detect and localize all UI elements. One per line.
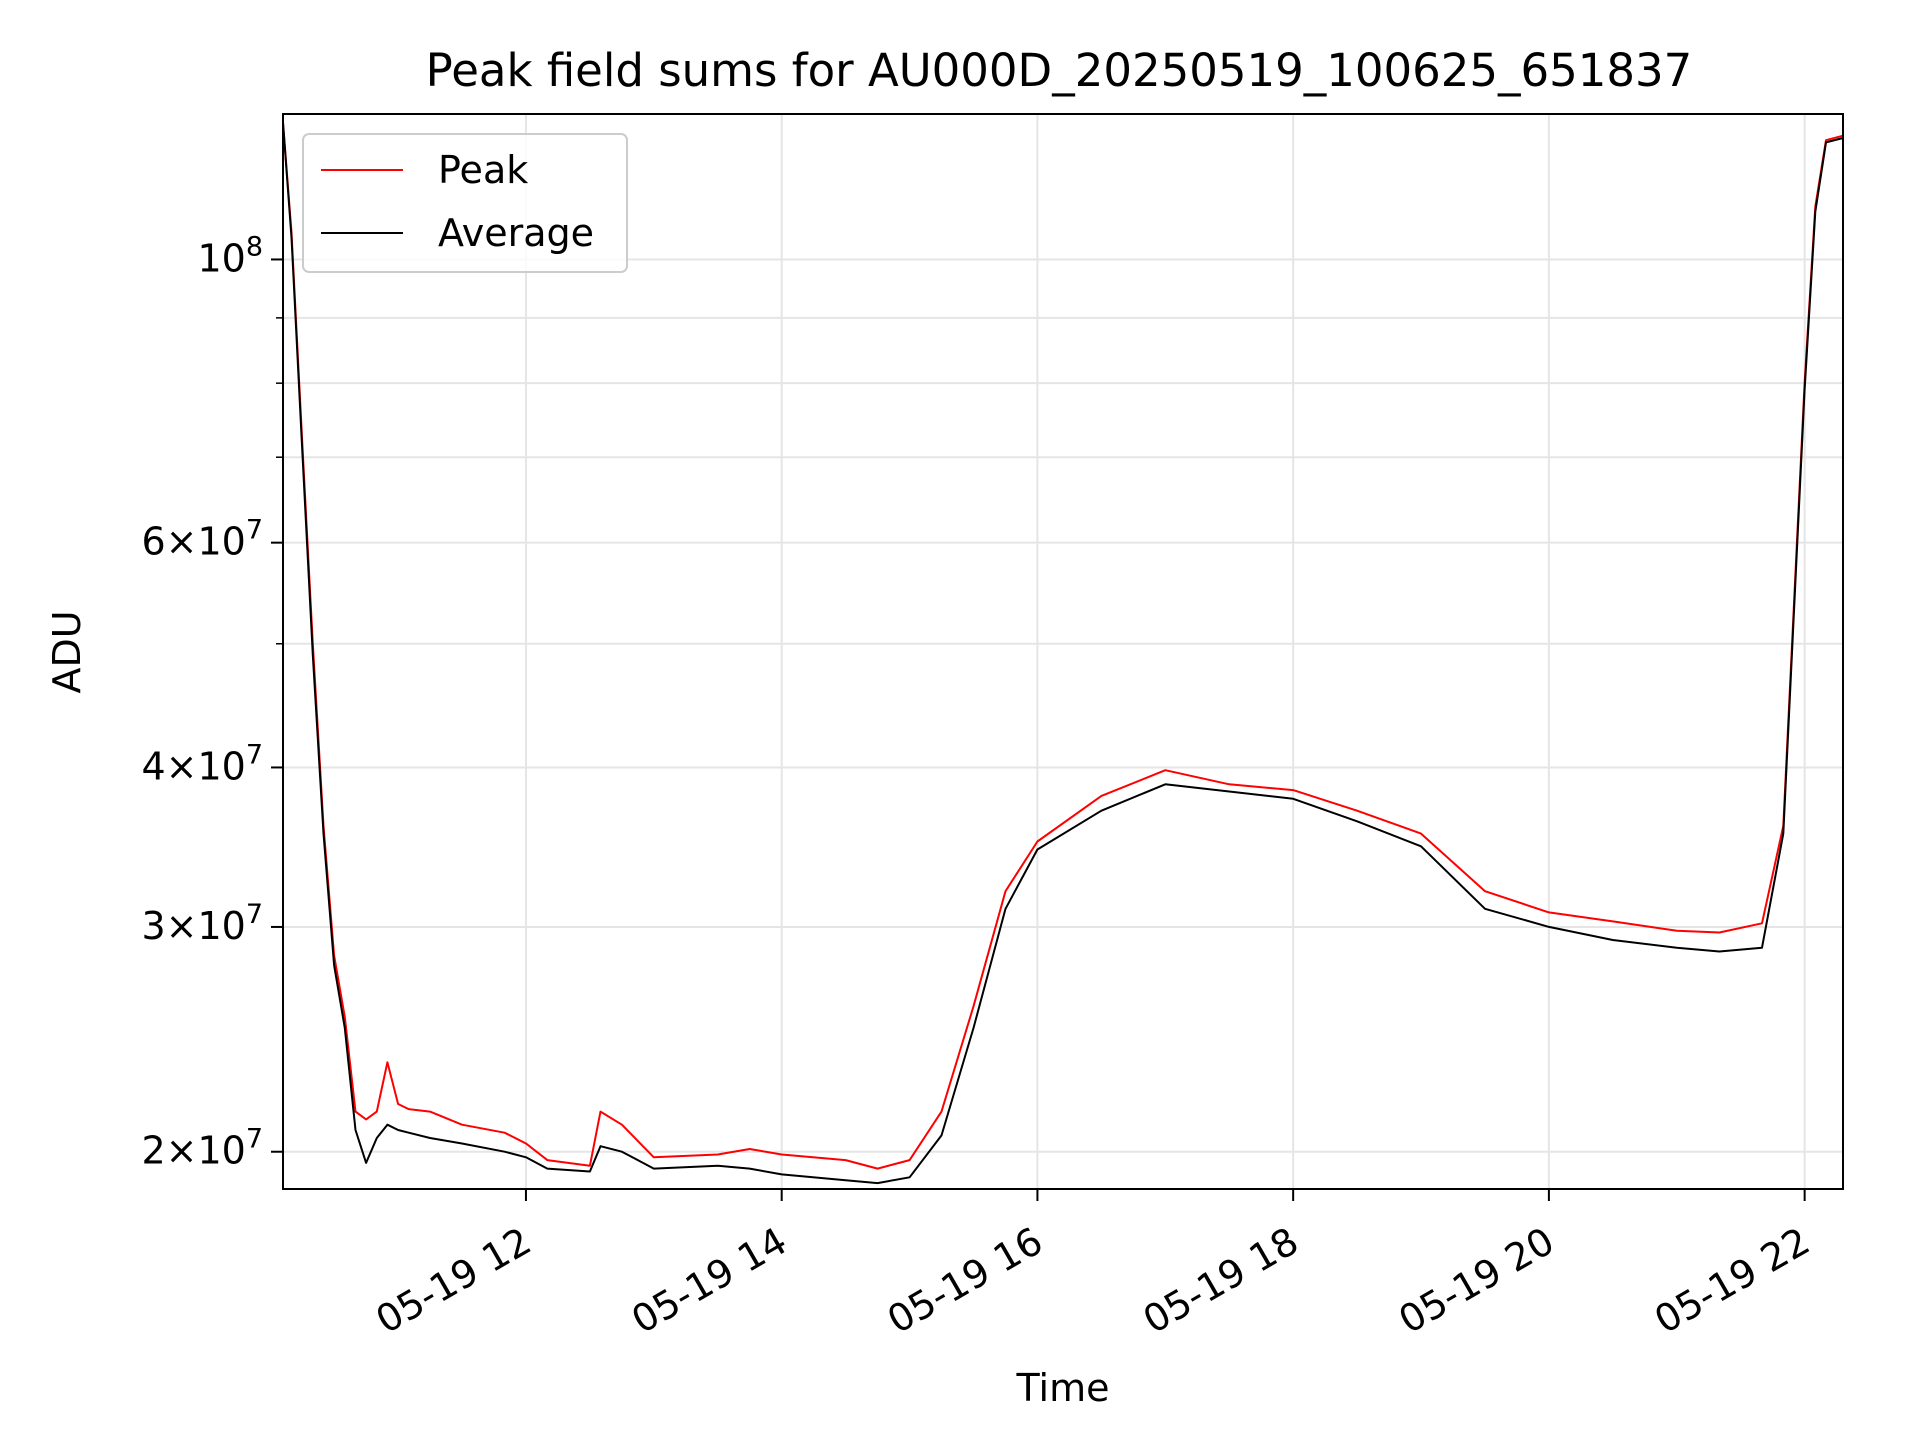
y-tick-label: 6×107 [141,515,263,564]
y-tick-label: 3×107 [141,899,263,948]
chart-title: Peak field sums for AU000D_20250519_1006… [426,44,1693,97]
y-tick-label: 4×107 [141,739,263,788]
legend-label-average: Average [438,211,594,255]
plot-frame [282,113,1844,1190]
series-line-average [282,122,1844,1185]
y-axis-label: ADU [45,610,89,693]
y-tick-label: 2×107 [141,1124,263,1173]
legend-label-peak: Peak [438,148,528,192]
plot-lines [282,122,1844,1185]
grid [283,114,1843,1189]
series-line-peak [282,122,1844,1170]
legend-box [302,133,628,273]
y-tick-label: 108 [197,231,263,280]
legend: Peak Average [302,133,628,273]
x-axis-label: Time [1016,1366,1110,1410]
y-axis: 2×107 3×107 4×107 6×107 108 [141,231,283,1173]
